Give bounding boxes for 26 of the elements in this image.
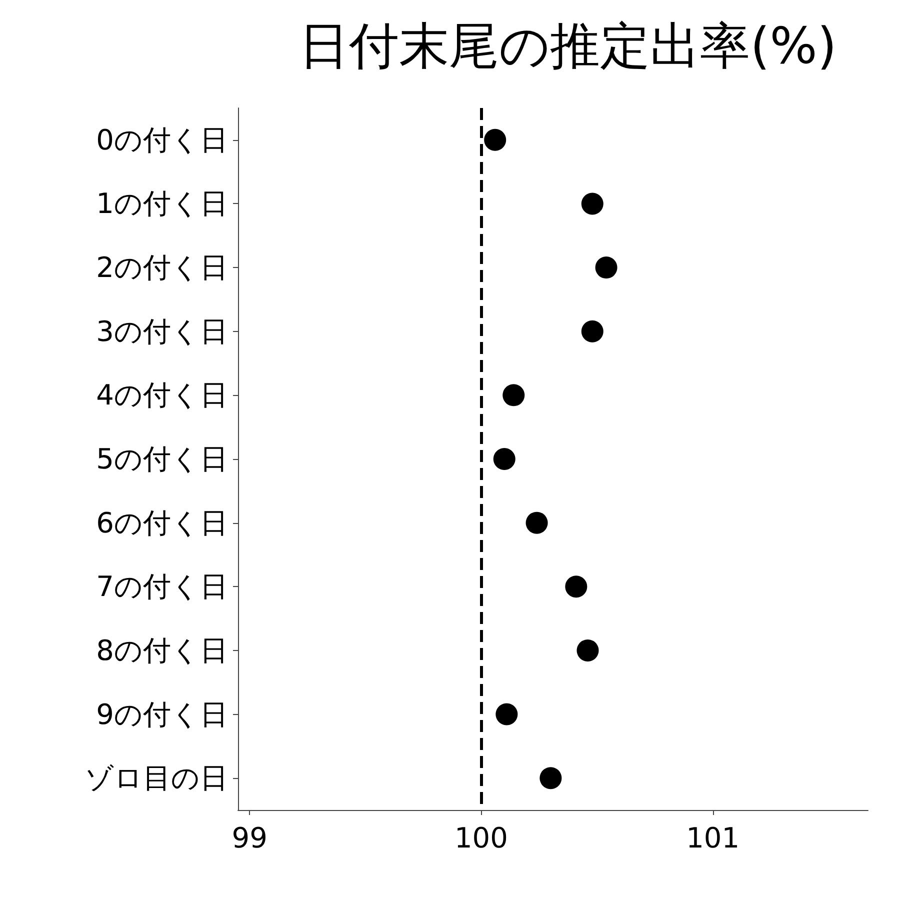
x-tick-label: 101 bbox=[686, 822, 740, 854]
point bbox=[581, 192, 604, 215]
point bbox=[496, 703, 518, 726]
point bbox=[581, 320, 604, 342]
point bbox=[595, 256, 618, 279]
point bbox=[526, 512, 548, 534]
y-tick-label: ゾロ目の日 bbox=[85, 762, 228, 795]
y-tick-label: 3の付く日 bbox=[96, 314, 228, 348]
x-tick-label: 100 bbox=[454, 822, 508, 854]
y-tick-label: 1の付く日 bbox=[96, 187, 228, 220]
y-tick-label: 4の付く日 bbox=[96, 378, 228, 412]
y-tick-label: 9の付く日 bbox=[96, 698, 228, 731]
point bbox=[502, 384, 525, 406]
point bbox=[540, 767, 562, 790]
y-tick-label: 7の付く日 bbox=[96, 570, 228, 604]
point bbox=[493, 448, 516, 470]
chart-title: 日付末尾の推定出率(%) bbox=[299, 17, 837, 75]
y-tick-label: 2の付く日 bbox=[96, 251, 228, 284]
y-tick-label: 5の付く日 bbox=[96, 442, 228, 476]
y-tick-label: 6の付く日 bbox=[96, 506, 228, 540]
point bbox=[484, 128, 506, 151]
point bbox=[576, 639, 599, 662]
y-tick-label: 8の付く日 bbox=[96, 634, 228, 667]
y-tick-label: 0の付く日 bbox=[96, 123, 228, 156]
point bbox=[565, 576, 588, 598]
x-tick-label: 99 bbox=[232, 822, 268, 854]
